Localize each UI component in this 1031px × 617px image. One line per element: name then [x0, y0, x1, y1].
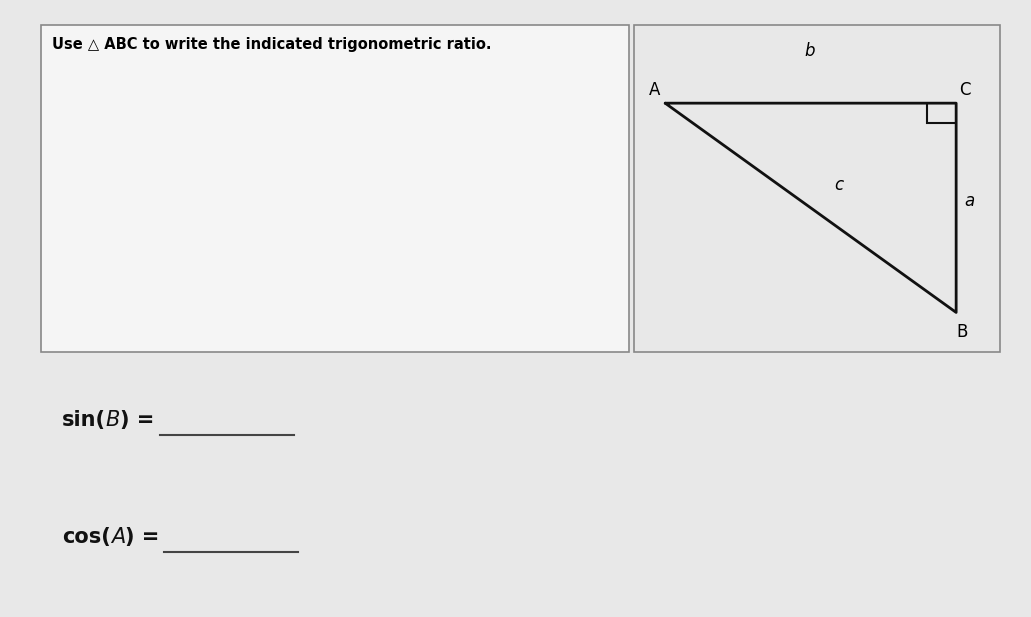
- Text: A: A: [648, 81, 660, 99]
- Text: A: A: [110, 527, 125, 547]
- Text: ) =: ) =: [125, 527, 159, 547]
- Text: b: b: [804, 42, 814, 60]
- Text: a: a: [964, 193, 974, 210]
- Text: cos(: cos(: [62, 527, 110, 547]
- Text: c: c: [834, 176, 843, 194]
- Text: B: B: [106, 410, 121, 429]
- Text: B: B: [956, 323, 967, 341]
- Text: Use △ ABC to write the indicated trigonometric ratio.: Use △ ABC to write the indicated trigono…: [52, 37, 491, 52]
- FancyBboxPatch shape: [634, 25, 1000, 352]
- Text: C: C: [960, 81, 971, 99]
- Text: sin(: sin(: [62, 410, 106, 429]
- Text: ) =: ) =: [121, 410, 155, 429]
- FancyBboxPatch shape: [41, 25, 629, 352]
